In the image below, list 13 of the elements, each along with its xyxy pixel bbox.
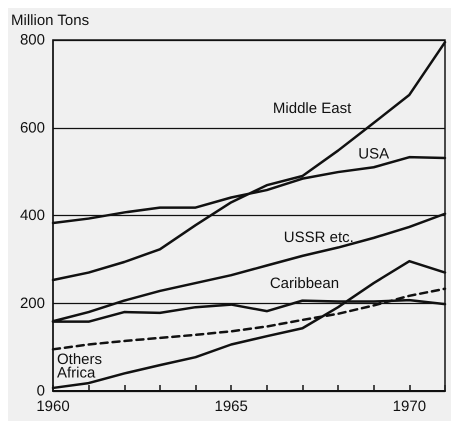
y-tick-label: 0 — [36, 382, 45, 400]
y-axis-title: Million Tons — [11, 12, 90, 29]
series-label: Caribbean — [270, 275, 340, 292]
x-tick-label: 1960 — [36, 398, 70, 415]
series-label: USSR etc. — [284, 229, 354, 246]
series-label: Middle East — [272, 100, 352, 118]
y-tick-label: 600 — [20, 119, 45, 136]
y-tick-label: 200 — [20, 294, 45, 312]
y-tick-label: 800 — [20, 32, 45, 48]
y-tick-label: 400 — [20, 207, 45, 224]
series-label: USA — [358, 146, 390, 163]
x-tick-label: 1970 — [392, 398, 426, 415]
x-tick-label: 1965 — [214, 398, 248, 415]
